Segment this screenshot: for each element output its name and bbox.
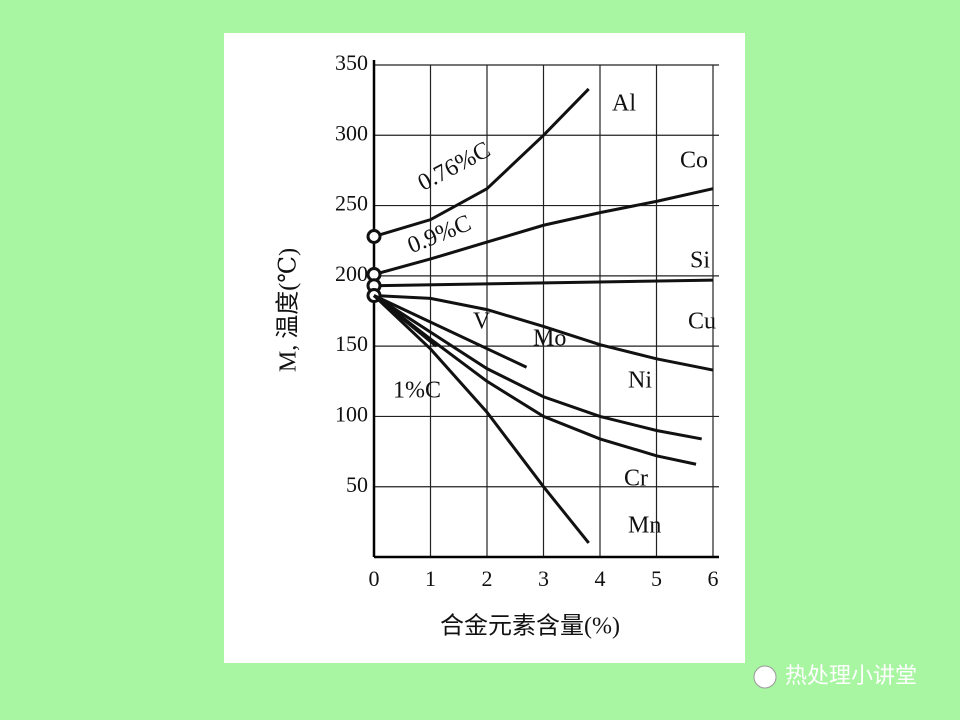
series-line	[373, 294, 714, 372]
series-line	[373, 294, 438, 348]
y-tick-label: 350	[335, 50, 368, 75]
start-marker	[366, 228, 382, 244]
series-line	[373, 294, 702, 441]
series-line	[373, 278, 714, 288]
x-tick-label: 1	[425, 566, 436, 591]
x-tick-label: 2	[482, 566, 493, 591]
series-line	[372, 294, 590, 544]
y-tick-label: 300	[335, 120, 368, 145]
y-tick-label: 200	[335, 261, 368, 286]
legend-label: Mn	[628, 513, 661, 539]
x-tick-label: 6	[708, 566, 719, 591]
y-tick-label: 50	[346, 472, 368, 497]
y-tick-label: 150	[335, 331, 368, 356]
x-tick-label: 5	[651, 566, 662, 591]
x-tick-label: 3	[538, 566, 549, 591]
watermark: 热处理小讲堂	[785, 664, 917, 689]
y-axis-label: M, 温度(℃)	[275, 248, 302, 372]
legend-label: Co	[680, 148, 708, 174]
series-line	[373, 87, 590, 238]
legend-label: Cr	[624, 466, 648, 492]
legend-label: Ni	[628, 368, 652, 394]
chart: 50 100 150 200 250 300 350 0 1 2 3 4 5 6 Al Co Si Cu Ni Cr M…	[335, 50, 719, 591]
x-axis-label: 合金元素含量(%)	[440, 613, 620, 640]
series-line	[373, 294, 528, 369]
series-line	[373, 187, 714, 276]
y-tick-label: 250	[335, 191, 368, 216]
legend-label: Si	[690, 248, 710, 274]
legend-label: V	[473, 309, 491, 335]
x-tick-label: 4	[595, 566, 606, 591]
legend-label: Al	[612, 91, 636, 117]
y-tick-label: 100	[335, 401, 368, 426]
x-tick-label: 0	[369, 566, 380, 591]
wechat-icon	[753, 665, 777, 689]
legend-label: Cu	[688, 309, 716, 335]
legend-label: Mo	[533, 326, 566, 352]
annotation: 1%C	[393, 378, 441, 404]
series-line	[373, 294, 697, 466]
